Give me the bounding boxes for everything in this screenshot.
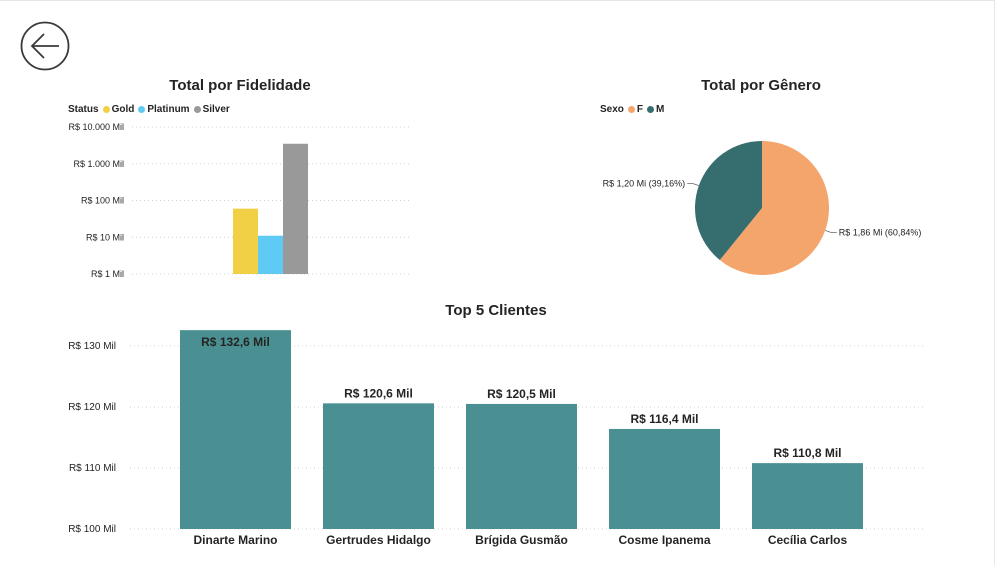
bar-gold [233,208,258,274]
y-tick-label: R$ 100 Mil [68,524,116,535]
genero-chart-title: Total por Gênero [701,77,821,94]
legend-label-gold: Gold [111,104,135,115]
bar-dinarte-marino [180,330,291,529]
legend-label-f: F [636,104,644,115]
data-label-cecilia-carlos: R$ 110,8 Mil [773,446,841,460]
fidelidade-legend: Status Gold Platinum Silver [68,104,234,115]
fidelidade-chart-title: Total por Fidelidade [169,77,311,94]
legend-label-silver: Silver [202,104,230,115]
y-tick-label: R$ 1 Mil [91,269,124,279]
fidelidade-legend-title: Status [68,104,99,115]
legend-dot-gold [102,106,110,113]
pie-slice-m [695,141,762,261]
top5-chart: R$ 130 Mil R$ 120 Mil R$ 110 Mil R$ 100 Mil… [68,330,925,547]
data-label-brigida-gusmao: R$ 120,5 Mil [487,387,556,401]
genero-legend-title: Sexo [600,104,624,115]
bar-gertrudes-hidalgo [323,403,434,529]
legend-dot-silver [193,106,201,113]
top5-chart-title: Top 5 Clientes [445,302,547,319]
data-label-cosme-ipanema: R$ 116,4 Mil [630,412,698,426]
legend-item-gold[interactable]: Gold [102,104,135,115]
legend-label-m: M [656,104,665,115]
legend-dot-f [627,106,635,113]
legend-item-m[interactable]: M [647,104,664,115]
pie-leader-line [825,230,837,233]
pie-data-label: R$ 1,86 Mi (60,84%) [839,227,922,237]
back-button[interactable] [20,21,70,71]
x-tick-label-cosme-ipanema: Cosme Ipanema [618,533,710,547]
y-tick-label: R$ 120 Mil [68,402,116,413]
y-tick-label: R$ 110 Mil [69,463,116,474]
x-tick-label-cecilia-carlos: Cecília Carlos [768,533,848,547]
y-tick-label: R$ 1.000 Mil [73,159,124,169]
y-tick-label: R$ 130 Mil [68,341,116,352]
y-tick-label: R$ 100 Mil [81,196,124,206]
pie-slice-f [719,141,829,275]
genero-chart: R$ 1,86 Mi (60,84%) R$ 1,20 Mi (39,16%) [603,141,922,275]
data-label-dinarte-marino: R$ 132,6 Mil [201,335,270,349]
bar-brigida-gusmao [466,403,577,529]
legend-item-platinum[interactable]: Platinum [138,104,190,115]
x-tick-label-gertrudes-hidalgo: Gertrudes Hidalgo [326,533,431,547]
arrow-left-circle-icon [20,21,70,71]
fidelidade-chart: R$ 10.000 Mil R$ 1.000 Mil R$ 100 Mil R$ 10… [68,122,410,279]
legend-dot-m [647,106,655,113]
x-tick-label-brigida-gusmao: Brígida Gusmão [475,533,568,547]
y-tick-label: R$ 10.000 Mil [68,122,124,132]
legend-item-f[interactable]: F [627,104,644,115]
data-label-gertrudes-hidalgo: R$ 120,6 Mil [344,386,413,400]
pie-data-label: R$ 1,20 Mi (39,16%) [603,179,686,189]
genero-legend: Sexo F M [600,104,668,115]
x-tick-label-dinarte-marino: Dinarte Marino [193,533,277,547]
pie-leader-line [687,183,699,186]
bar-platinum [258,235,283,274]
legend-label-platinum: Platinum [147,104,190,115]
legend-dot-platinum [138,106,146,113]
y-tick-label: R$ 10 Mil [86,232,124,242]
bar-silver [283,143,308,274]
bar-cosme-ipanema [609,428,720,529]
legend-item-silver[interactable]: Silver [193,104,230,115]
bar-cecilia-carlos [752,463,863,529]
